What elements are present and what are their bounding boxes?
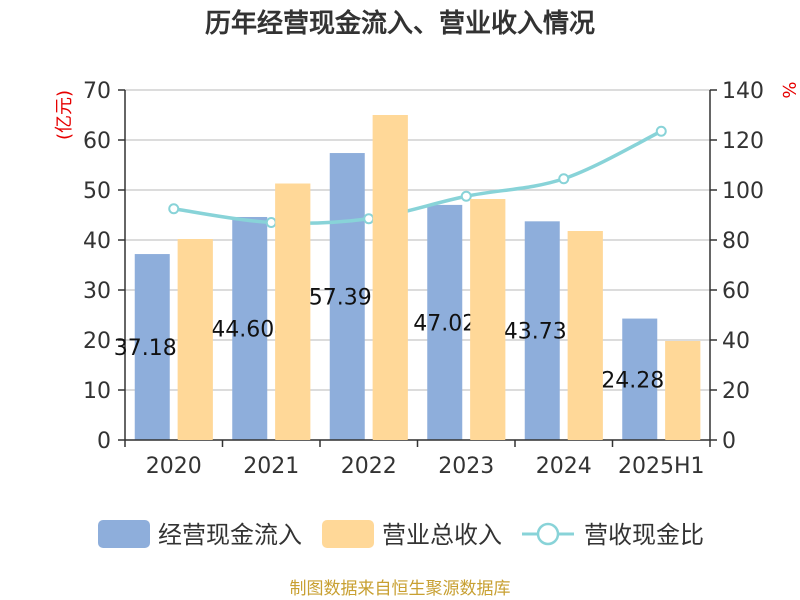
ratio-point (168, 203, 180, 215)
chart-title: 历年经营现金流入、营业收入情况 (205, 8, 595, 39)
legend-swatch-cash-inflow (98, 520, 150, 548)
bar-revenue-overlay (470, 199, 506, 440)
ratio-line-path (173, 129, 663, 226)
legend-label-revenue: 营业总收入 (382, 521, 502, 549)
bar-cash-inflow (134, 254, 170, 440)
gridlines (125, 89, 710, 441)
legend-label-cash-inflow: 经营现金流入 (158, 521, 302, 549)
bar-revenue-overlay (567, 231, 603, 440)
left-tick-label: 50 (83, 179, 111, 204)
bar-revenue-overlay (275, 183, 311, 440)
right-tick-label: 80 (722, 229, 750, 254)
bar-revenue-overlay (665, 341, 701, 440)
left-tick-label: 30 (83, 279, 111, 304)
left-tick-label: 40 (83, 229, 111, 254)
ratio-point (363, 213, 375, 225)
left-tick-label: 70 (83, 79, 111, 104)
ratio-point (460, 190, 472, 202)
bar-cash-inflow (329, 153, 365, 441)
x-tick-label: 2024 (536, 454, 592, 479)
right-tick-label: 40 (722, 329, 750, 354)
data-label-cash-inflow: 47.02 (413, 311, 476, 336)
right-axis-unit: % (778, 81, 799, 98)
bar-cash-inflow (232, 216, 268, 440)
right-tick-label: 100 (722, 179, 764, 204)
right-tick-label: 60 (722, 279, 750, 304)
right-tick-label: 140 (722, 79, 764, 104)
x-tick-label: 2021 (243, 454, 299, 479)
legend-swatch-revenue (322, 520, 374, 548)
bar-cash-inflow (427, 204, 463, 440)
bar-cash-inflow (622, 318, 658, 440)
bar-revenue-overlay (177, 239, 213, 440)
source-note: 制图数据来自恒生聚源数据库 (290, 579, 511, 599)
left-tick-label: 20 (83, 329, 111, 354)
right-tick-label: 0 (722, 429, 736, 454)
right-tick-label: 120 (722, 129, 764, 154)
legend: 经营现金流入 营业总收入 营收现金比 (98, 520, 704, 549)
ratio-point (655, 125, 667, 137)
ratio-point (558, 173, 570, 185)
bar-revenue-overlay (372, 115, 408, 440)
axes: 0 10 20 30 40 50 60 70 0 20 40 60 80 100 120 140 2020 202… (83, 79, 764, 479)
left-tick-label: 0 (97, 429, 111, 454)
x-tick-label: 2025H1 (618, 454, 705, 479)
ratio-line (168, 125, 667, 228)
x-tick-label: 2023 (438, 454, 494, 479)
legend-label-ratio: 营收现金比 (584, 521, 704, 549)
left-axis-unit: (亿元) (54, 90, 75, 140)
x-tick-label: 2022 (341, 454, 397, 479)
x-tick-label: 2020 (146, 454, 202, 479)
left-tick-label: 10 (83, 379, 111, 404)
bar-cash-inflow (524, 221, 560, 440)
ratio-point (265, 217, 277, 228)
left-tick-label: 60 (83, 129, 111, 154)
legend-marker-ratio (536, 522, 560, 546)
right-tick-label: 20 (722, 379, 750, 404)
